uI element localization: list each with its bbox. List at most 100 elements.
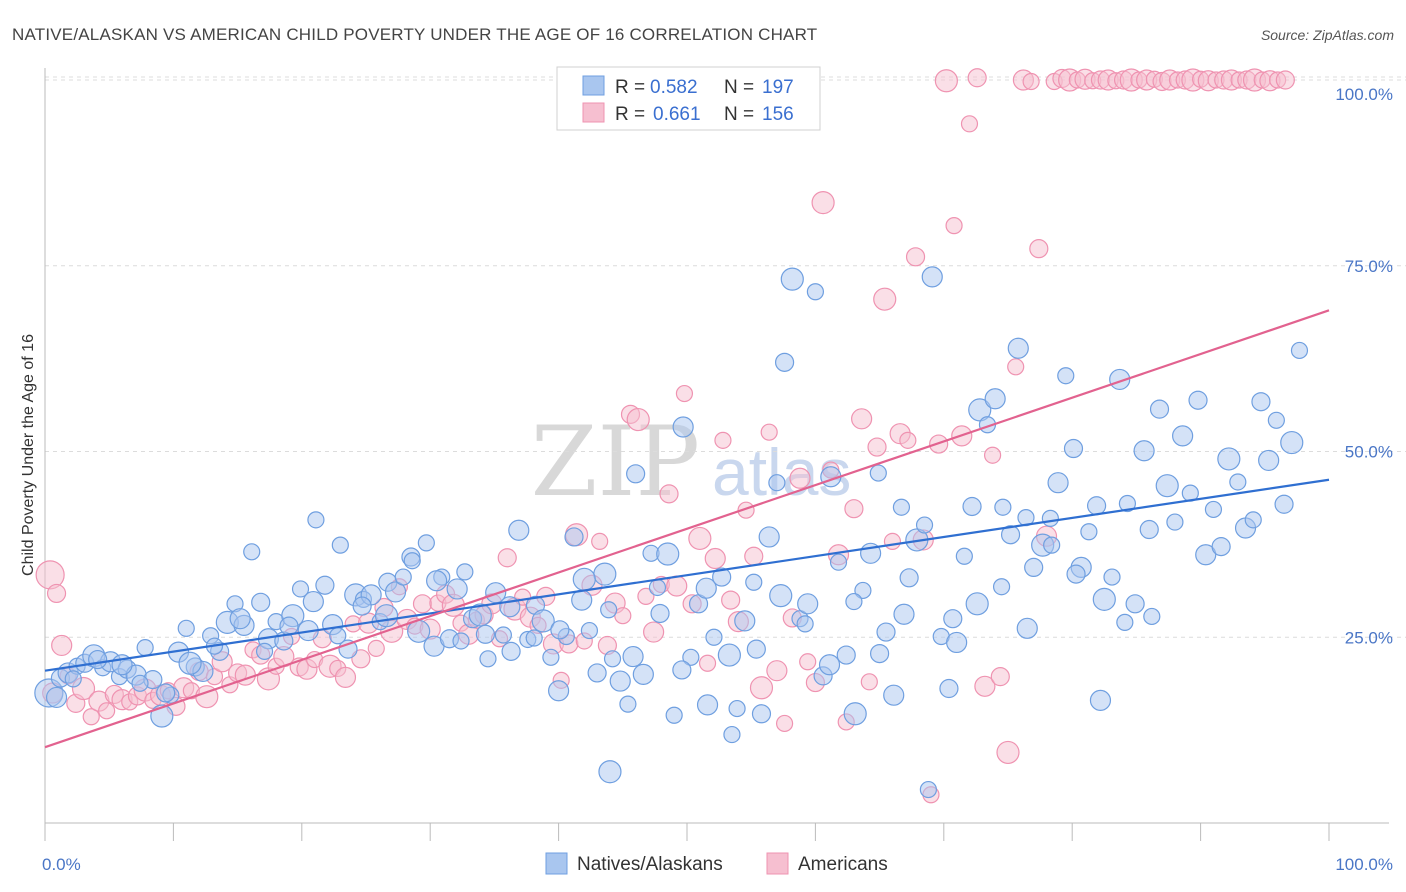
- native-point: [1172, 425, 1194, 447]
- native-point: [769, 584, 793, 608]
- native-point: [1280, 430, 1304, 455]
- native-point: [531, 609, 555, 633]
- native-point: [869, 643, 890, 664]
- americans-points: [35, 68, 1295, 804]
- american-point: [990, 667, 1010, 687]
- chart-title: NATIVE/ALASKAN VS AMERICAN CHILD POVERTY…: [12, 25, 817, 44]
- american-point: [967, 68, 987, 88]
- american-point: [873, 287, 897, 311]
- native-point: [1244, 511, 1262, 529]
- y-axis-label: Child Poverty Under the Age of 16: [20, 334, 37, 576]
- native-point: [1188, 390, 1208, 410]
- native-point: [542, 648, 560, 666]
- native-point: [1024, 557, 1044, 578]
- native-point: [774, 352, 795, 372]
- native-point: [695, 577, 717, 599]
- american-point: [351, 649, 371, 669]
- native-point: [609, 670, 631, 692]
- native-point: [603, 650, 622, 668]
- native-point: [417, 534, 435, 552]
- american-point: [704, 547, 726, 570]
- american-point: [367, 639, 385, 657]
- native-point: [758, 526, 780, 548]
- native-point: [550, 620, 570, 640]
- native-point: [919, 780, 937, 799]
- native-point: [475, 624, 496, 644]
- native-point: [1116, 613, 1134, 631]
- native-point: [88, 649, 108, 670]
- american-point: [1022, 72, 1040, 91]
- native-point: [384, 581, 407, 603]
- legend-pink-r-value: 0.661: [653, 104, 701, 125]
- natives-points: [34, 266, 1309, 799]
- legend-blue-n-label: N =: [724, 77, 754, 98]
- american-point: [851, 408, 873, 430]
- american-point: [867, 437, 887, 457]
- native-point: [251, 592, 271, 612]
- native-point: [593, 562, 617, 586]
- native-point: [1041, 509, 1059, 527]
- native-point: [1139, 519, 1159, 540]
- native-point: [1229, 473, 1247, 491]
- series-legend: Natives/Alaskans Americans: [545, 852, 888, 875]
- native-point: [1125, 594, 1145, 614]
- native-point: [1217, 447, 1241, 471]
- native-point: [818, 654, 841, 676]
- american-point: [749, 676, 774, 700]
- native-point: [1133, 440, 1155, 462]
- legend-pink-r-label: R =: [615, 104, 645, 125]
- native-point: [329, 627, 347, 645]
- native-point: [1290, 341, 1309, 360]
- legend-pink-swatch: [582, 102, 605, 123]
- american-point: [626, 407, 650, 432]
- native-point: [992, 578, 1011, 596]
- native-point: [291, 580, 310, 598]
- native-point: [843, 702, 867, 726]
- native-point: [1258, 449, 1280, 472]
- y-tick-labels: 25.0% 50.0% 75.0% 100.0%: [1335, 85, 1393, 647]
- native-point: [899, 568, 919, 588]
- american-point: [945, 217, 963, 235]
- native-point: [178, 651, 202, 675]
- native-point: [672, 660, 692, 680]
- native-point: [587, 663, 607, 683]
- native-point: [696, 694, 719, 716]
- american-point: [675, 384, 694, 403]
- native-point: [1086, 496, 1107, 516]
- native-point: [656, 542, 680, 566]
- native-point: [307, 511, 325, 529]
- native-point: [331, 536, 349, 554]
- native-point: [64, 670, 82, 688]
- native-point: [921, 266, 943, 288]
- american-point: [714, 431, 732, 449]
- american-point: [905, 247, 926, 267]
- native-point: [1155, 474, 1179, 498]
- american-point: [82, 708, 100, 726]
- native-point: [892, 498, 911, 516]
- legend-pink-n-label: N =: [724, 104, 754, 125]
- native-point: [796, 615, 814, 633]
- american-point: [960, 115, 979, 133]
- native-point: [955, 547, 973, 565]
- native-point: [946, 631, 968, 654]
- american-point: [744, 546, 764, 566]
- native-point: [869, 464, 887, 482]
- american-point: [497, 548, 517, 568]
- native-point: [446, 578, 468, 600]
- native-point: [394, 568, 412, 586]
- native-point: [984, 388, 1006, 410]
- series-legend-pink-label: Americans: [798, 854, 888, 875]
- american-point: [1275, 70, 1295, 90]
- native-point: [1251, 392, 1271, 412]
- american-point: [760, 423, 778, 441]
- native-point: [1195, 544, 1217, 566]
- native-point: [426, 570, 448, 592]
- native-point: [1274, 494, 1294, 514]
- american-point: [98, 702, 116, 720]
- native-point: [501, 641, 521, 661]
- american-point: [1007, 358, 1025, 376]
- native-point: [845, 592, 863, 611]
- native-point: [1043, 536, 1061, 554]
- american-point: [789, 467, 811, 489]
- native-point: [598, 760, 622, 784]
